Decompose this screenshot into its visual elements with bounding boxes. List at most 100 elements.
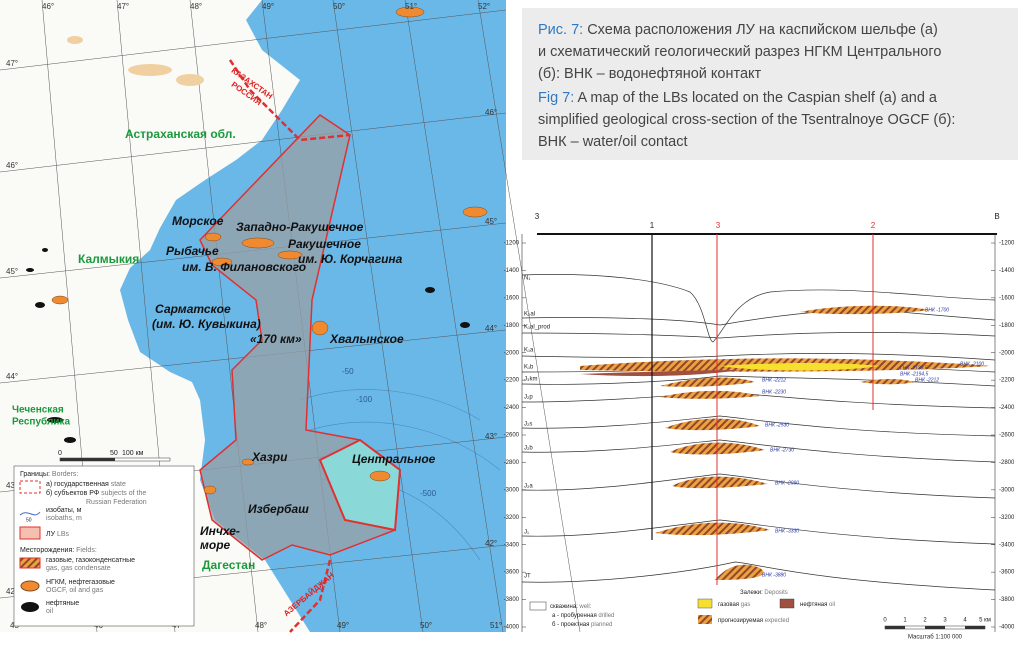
svg-text:Fig 7: A map of the LBs locate: Fig 7: A map of the LBs located on the C… [538, 90, 938, 106]
legend-text: прогнозируемая [718, 618, 763, 624]
field-label: Хазри [251, 450, 288, 464]
state-border [228, 59, 351, 633]
legend-text: Russian Federation [86, 499, 147, 506]
scale-segment [885, 626, 905, 629]
reservoirs [580, 305, 990, 580]
field-label: Избербаш [248, 502, 309, 516]
lon-label: 51° [490, 621, 502, 630]
lon-top: 46° 47° 48° 49° 50° 51° 52° [42, 2, 490, 11]
depth-label: -2800 [999, 460, 1015, 466]
contact-label: ВНК -3330 [775, 528, 799, 534]
svg-text:Залежи: Deposits: Залежи: Deposits [740, 590, 788, 596]
lon-label: 50° [420, 621, 432, 630]
depth-label: -4000 [504, 625, 520, 631]
depth-label: -2000 [999, 350, 1015, 356]
svg-text:прогнозируемая expected: прогнозируемая expected [718, 618, 789, 624]
depth-label: -2200 [999, 378, 1015, 384]
horizon-label: K₁al_prod [524, 325, 550, 331]
lat-label: 44° [485, 324, 497, 333]
isobath-label: -50 [342, 367, 354, 376]
field-label: Рыбачье [166, 244, 219, 258]
legend-text: expected [763, 618, 789, 624]
horizon-labels: N₁ K₂al K₁al_prod K₁a K₁b J₃km J₂p J₂s J₂b J₂a J₁ J… [524, 276, 550, 580]
depth-label: -1400 [504, 268, 520, 274]
depth-label: -1200 [999, 241, 1015, 247]
legend-text: 50 [26, 517, 32, 523]
horizon-label: K₂al [524, 312, 535, 318]
lat-label: 45° [6, 267, 18, 276]
lon-label: 51° [405, 2, 417, 11]
contact-label: ВНК -1700 [925, 307, 949, 313]
contact-label: ВНК -2100 [960, 361, 984, 367]
scale-label: 0 [883, 618, 887, 624]
caption-box [522, 8, 1018, 160]
map-scale: 0 50 100 км [58, 450, 171, 462]
legend-text: gas, gas condensate [46, 565, 111, 572]
caption-text: Схема расположения ЛУ на каспийском шель… [583, 22, 938, 38]
svg-text:Месторождения: Fields:: Месторождения: Fields: [20, 547, 97, 554]
well-label: 2 [871, 221, 876, 230]
contact-label: ВНК -2530 [765, 422, 789, 428]
region-label: Дагестан [202, 558, 255, 572]
depth-label: -2600 [504, 433, 520, 439]
legend-text: LBs [55, 531, 70, 538]
field-label: Морское [172, 214, 224, 228]
horizon-label: J₂a [524, 484, 533, 490]
horizon-label: K₁a [524, 348, 534, 354]
depth-label: -1200 [504, 241, 520, 247]
contact-label: ВНК -2212 [762, 377, 786, 383]
horizon-label: K₁b [524, 365, 534, 371]
field-label: Хвалынское [329, 332, 404, 346]
fields [51, 6, 488, 495]
scale-label: 50 [110, 450, 118, 457]
legend-text: б) субъектов РФ [46, 489, 99, 497]
caption-text: simplified geological cross-section of t… [538, 112, 955, 128]
legend-text: Месторождения: [20, 547, 74, 554]
scale-label: 0 [58, 450, 62, 457]
legend-text: нефтяные [46, 600, 79, 607]
depth-label: -2400 [999, 405, 1015, 411]
depth-label: -2200 [504, 378, 520, 384]
horizon-label: J₃km [524, 377, 537, 383]
legend-text: скважина: [550, 604, 578, 610]
lon-label: 48° [190, 2, 202, 11]
region-label: Чеченская [12, 405, 64, 416]
contact-label: ГНК -2138,5 [900, 365, 928, 371]
svg-text:б) субъектов РФ subjects of th: б) субъектов РФ subjects of the [46, 489, 146, 497]
legend-text: planned [589, 622, 612, 628]
lat-label: 44° [6, 372, 18, 381]
svg-text:Границы: Borders:: Границы: Borders: [20, 471, 78, 478]
svg-text:ЛУ LBs: ЛУ LBs [46, 531, 70, 538]
legend-text: НГКМ, нефтегазовые [46, 579, 115, 586]
well-label: 3 [535, 212, 540, 221]
depth-ticks: -1200 -1200 -1400 -1400 -1600 -1600 -1800 -1800… [504, 241, 1015, 631]
lat-label: 46° [6, 161, 18, 170]
legend-text: subjects of the [99, 490, 146, 497]
horizon-label: N₁ [524, 276, 530, 282]
horizon-label: J₁ [524, 530, 529, 536]
field-label: Центральное [352, 452, 436, 466]
legend-text: oil [827, 602, 835, 608]
legend-text: б - проектная [552, 622, 589, 628]
depth-label: -3200 [504, 515, 520, 521]
caption-text: A map of the LBs located on the Caspian … [574, 90, 938, 106]
legend-text: Borders: [50, 471, 78, 478]
horizon-label: JT [524, 574, 531, 580]
field-label: Инчхе- [200, 524, 240, 538]
horizons [521, 274, 996, 591]
depth-label: -2800 [504, 460, 520, 466]
onshore-fields [67, 36, 204, 86]
region-label: Республика [12, 416, 70, 428]
cross-section: 3 1 3 2 В N₁ K₂al K₁al_prod K₁a K₁b J₃km J₂p J₂… [504, 212, 1015, 640]
lon-label: 49° [337, 621, 349, 630]
contact-label: ВНК -2730 [770, 447, 794, 453]
lat-label: 47° [6, 59, 18, 68]
contact-label: ВНК -2212 [915, 377, 939, 383]
svg-text:а) государственная state: а) государственная state [46, 481, 126, 488]
scale-label: 1 [903, 618, 907, 624]
depth-label: -1600 [999, 295, 1015, 301]
scale-label: 2 [923, 618, 927, 624]
field-label: им. В. Филановского [182, 260, 306, 274]
